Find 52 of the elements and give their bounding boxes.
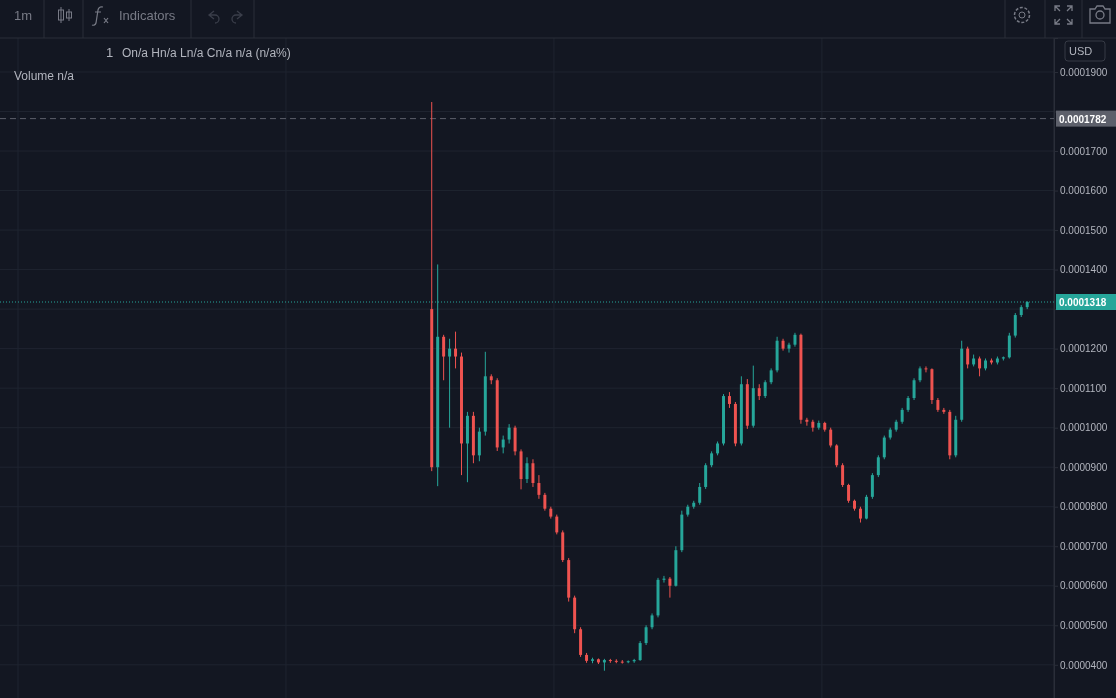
candlestick [704, 462, 708, 490]
candlestick [638, 640, 642, 662]
candlestick [454, 331, 458, 369]
candlestick [841, 462, 845, 488]
candlestick [835, 443, 839, 468]
candlestick [644, 624, 648, 646]
annotation: On/a Hn/a Ln/a Cn/a n/a (n/a%) [122, 46, 291, 60]
candlestick [870, 472, 874, 500]
candlestick [531, 458, 535, 488]
candlestick [1013, 312, 1017, 339]
candlestick [477, 427, 481, 462]
candlestick [513, 425, 517, 456]
y-tick-label: 0.0000500 [1060, 619, 1108, 631]
y-tick-label: 0.0001200 [1060, 343, 1108, 355]
candlestick [507, 423, 511, 444]
candlestick [448, 338, 452, 429]
y-tick-label: 0.0000700 [1060, 540, 1108, 552]
candlestick [668, 576, 672, 599]
candlestick [912, 377, 916, 401]
candlestick [698, 482, 702, 506]
text: 1m [14, 8, 33, 23]
candlestick [924, 365, 928, 373]
y-tick-label: 0.0000900 [1060, 461, 1108, 473]
candlestick [847, 483, 851, 504]
candlestick [442, 334, 446, 381]
annotation: Volume n/a [14, 69, 75, 83]
candlestick [978, 356, 982, 377]
y-tick-label: 0.0000800 [1060, 501, 1108, 513]
y-tick-label: 0.0001100 [1060, 382, 1107, 394]
y-tick-label: 0.0001500 [1060, 224, 1108, 236]
y-tick-label: 0.0001900 [1060, 66, 1108, 78]
y-tick-label: 0.0001000 [1060, 422, 1108, 434]
text: Indicators [119, 8, 176, 23]
candlestick [537, 474, 541, 500]
ref-line-label: 0.0001318 [1059, 297, 1107, 308]
candlestick [882, 435, 886, 460]
ref-line-label: 0.0001782 [1059, 113, 1107, 125]
candlestick [805, 417, 809, 427]
y-tick-label: 0.0000600 [1060, 580, 1108, 592]
candlestick [829, 427, 833, 448]
y-tick-label: 0.0001600 [1060, 185, 1108, 197]
y-tick-label: 0.0001700 [1060, 145, 1108, 157]
y-tick-label: 0.0000400 [1060, 659, 1108, 671]
candlestick [555, 514, 559, 535]
candlestick [864, 494, 868, 520]
candlestick [966, 346, 970, 369]
text: USD [1069, 45, 1093, 57]
candlestick [1007, 332, 1011, 360]
y-tick-label: 0.0001400 [1060, 264, 1108, 276]
candlestick [787, 342, 791, 354]
annotation: 1 [106, 45, 114, 60]
candlestick [876, 454, 880, 478]
